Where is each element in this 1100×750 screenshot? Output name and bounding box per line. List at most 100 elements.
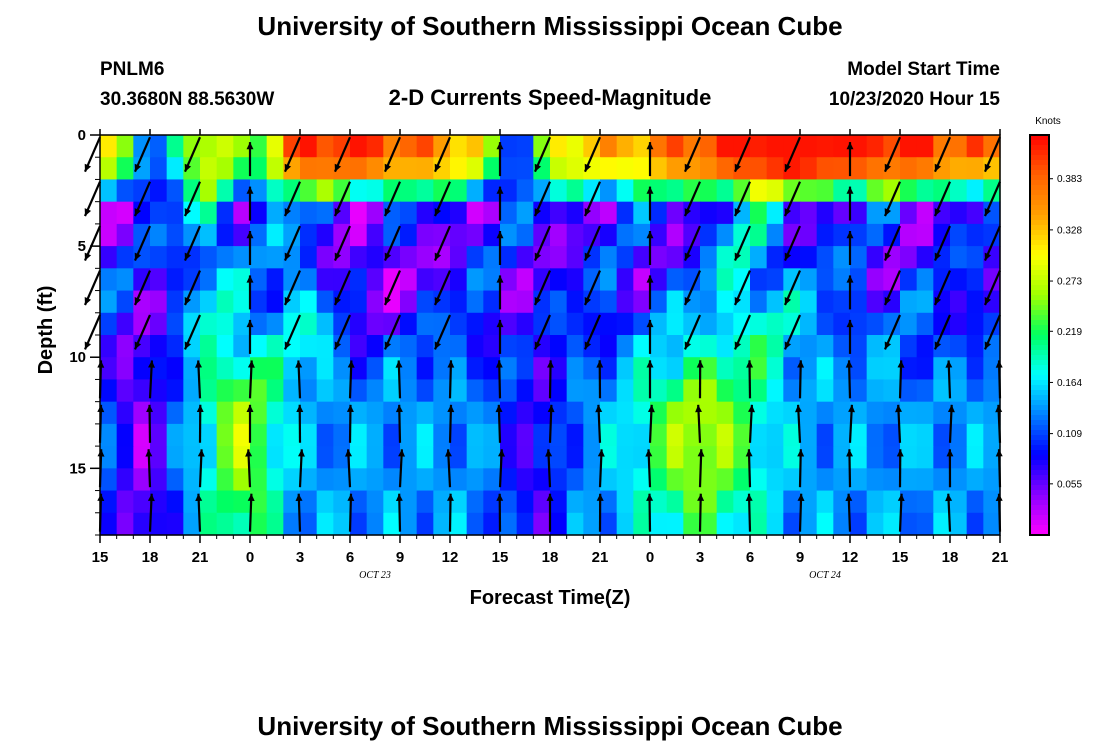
heatmap-cell [750,201,768,225]
heatmap-cell [716,357,734,381]
colorbar-segment [1030,230,1049,236]
heatmap-cell [333,468,351,492]
heatmap-cell [500,512,518,536]
heatmap-cell [566,446,584,469]
heatmap-cell [900,379,918,403]
vector-arrowhead [184,208,192,217]
heatmap-cell [233,379,251,403]
heatmap-cell [850,490,868,514]
heatmap-cell [933,179,951,203]
heatmap-cell [633,179,651,203]
vector-arrowhead [784,163,792,172]
heatmap-cell [450,512,468,536]
heatmap-cell [616,223,634,247]
colorbar-segment [1030,310,1049,316]
colorbar-frame [1029,134,1050,536]
heatmap-cell [116,135,134,158]
heatmap-cell [983,423,1001,447]
vector-arrowhead [295,493,303,501]
heatmap-cell [416,379,434,403]
heatmap-cell [700,379,718,403]
heatmap-cell [400,357,418,381]
heatmap-cell [800,135,818,158]
heatmap-cell [983,468,1001,492]
vector-arrowhead [746,360,754,368]
vector-arrowhead [434,297,442,305]
heatmap-cell [416,335,434,358]
heatmap-cell [566,423,584,447]
heatmap-cell [650,379,668,403]
heatmap-cell [500,268,518,292]
heatmap-cell [666,490,684,514]
heatmap-cell [450,135,468,158]
heatmap-cell [900,157,918,181]
vector-arrowhead [934,163,942,172]
heatmap-cell [466,268,484,292]
heatmap-cell [500,223,518,247]
heatmap-cell [916,246,934,269]
heatmap-cell [683,312,701,336]
colorbar-segment [1030,355,1049,361]
heatmap-cell [733,512,751,536]
heatmap-cell [700,135,718,158]
x-tick-label: 15 [92,549,109,566]
colorbar-segment [1030,470,1049,476]
heatmap-cell [966,312,984,336]
heatmap-cell [583,512,601,536]
heatmap-cell [116,446,134,469]
heatmap-cell [550,223,568,247]
heatmap-cell [383,135,401,158]
colorbar-segment [1030,375,1049,381]
heatmap-cell [200,135,218,158]
heatmap-cell [566,379,584,403]
heatmap-cell [700,223,718,247]
heatmap-cell [733,357,751,381]
heatmap-cell [450,401,468,425]
heatmap-cell [983,179,1001,203]
heatmap-cell [816,401,834,425]
heatmap-cell [733,446,751,469]
heatmap-cell [583,446,601,469]
heatmap-cell [450,312,468,336]
heatmap-cell [316,135,334,158]
colorbar-segment [1030,175,1049,181]
heatmap-cell [716,468,734,492]
heatmap-cell [350,379,368,403]
heatmap-cell [666,401,684,425]
heatmap-cell [433,357,451,381]
colorbar-segment [1030,185,1049,191]
vector-arrowhead [897,360,905,368]
heatmap-cell [166,268,184,292]
heatmap-cell [150,423,168,447]
heatmap-cell [650,157,668,181]
heatmap-cell [650,468,668,492]
heatmap-cell [300,201,318,225]
heatmap-cell [266,268,284,292]
heatmap-cell [183,268,201,292]
vector-arrowhead [947,404,955,413]
heatmap-cell [900,135,918,158]
colorbar-segment [1030,285,1049,291]
heatmap-cell [116,468,134,492]
heatmap-cell [483,468,501,492]
vector-arrowhead [246,186,254,194]
heatmap-cell [350,268,368,292]
heatmap-cell [700,335,718,358]
heatmap-cell [883,135,901,158]
heatmap-cell [566,401,584,425]
heatmap-cell [116,179,134,203]
heatmap-cell [516,379,534,403]
heatmap-cell [316,179,334,203]
footer-title: University of Southern Mississippi Ocean… [257,711,842,741]
heatmap-cell [750,179,768,203]
vector-arrowhead [296,404,304,412]
colorbar-segment [1030,460,1049,466]
heatmap-cell [616,379,634,403]
heatmap-cell [216,423,234,447]
heatmap-cell [450,268,468,292]
heatmap-cell [100,312,118,336]
model-start-label: Model Start Time [847,59,1000,80]
heatmap-cell [683,512,701,536]
heatmap-cell [283,512,301,536]
vector-arrowhead [447,493,454,501]
